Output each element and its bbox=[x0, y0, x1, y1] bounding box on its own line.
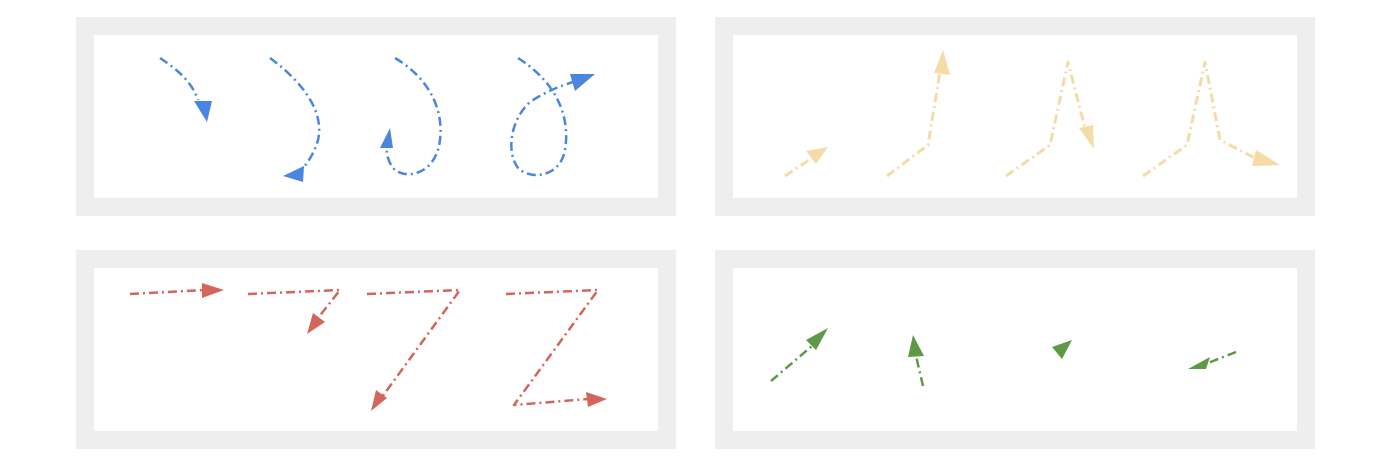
blue-arrow-2 bbox=[269, 56, 321, 176]
panel-inner bbox=[733, 268, 1297, 431]
yellow-arrow-group bbox=[784, 60, 1256, 178]
panel-blue-curves bbox=[76, 17, 676, 216]
arrowhead bbox=[1252, 150, 1280, 166]
panel-inner bbox=[733, 35, 1297, 198]
arrowhead bbox=[806, 328, 828, 350]
yellow-arrow-1 bbox=[784, 156, 813, 178]
yellow-arrow-4 bbox=[1142, 60, 1256, 178]
blue-arrow-group bbox=[159, 56, 574, 177]
red-arrowheads bbox=[202, 283, 607, 411]
arrowhead bbox=[586, 392, 607, 407]
blue-arrow-3 bbox=[385, 56, 442, 176]
arrowhead bbox=[371, 390, 387, 411]
green-arrow-4 bbox=[1207, 350, 1237, 365]
panel-inner bbox=[94, 35, 658, 198]
arrowhead bbox=[283, 166, 304, 182]
blue-arrow-1 bbox=[159, 56, 200, 101]
green-arrowheads bbox=[806, 328, 1210, 369]
red-arrow-group bbox=[129, 288, 600, 407]
panel-yellow-peaks bbox=[715, 17, 1315, 216]
panel-green-short-arrows bbox=[715, 250, 1315, 449]
yellow-arrow-2 bbox=[886, 71, 942, 178]
red-arrow-4 bbox=[505, 288, 600, 407]
arrowhead bbox=[934, 50, 950, 75]
red-arrow-2 bbox=[247, 288, 342, 319]
arrowhead bbox=[570, 74, 595, 91]
red-arrow-1 bbox=[129, 288, 206, 296]
yellow-arrowheads bbox=[806, 50, 1280, 166]
arrowhead bbox=[1188, 357, 1210, 369]
arrowhead bbox=[806, 147, 828, 164]
green-arrow-2 bbox=[914, 355, 925, 387]
arrowhead bbox=[202, 283, 224, 298]
arrowhead bbox=[1079, 125, 1094, 149]
arrowhead bbox=[1052, 340, 1072, 359]
green-arrow-1 bbox=[770, 345, 813, 382]
blue-arrowheads bbox=[194, 74, 595, 182]
arrowhead bbox=[908, 335, 924, 357]
arrowhead bbox=[307, 313, 325, 334]
arrowhead bbox=[194, 101, 212, 122]
arrowhead bbox=[380, 128, 393, 148]
blue-arrow-4 bbox=[510, 56, 574, 177]
green-arrow-group bbox=[770, 345, 1237, 387]
yellow-arrow-3 bbox=[1005, 60, 1087, 178]
panel-red-zigzags bbox=[76, 250, 676, 449]
